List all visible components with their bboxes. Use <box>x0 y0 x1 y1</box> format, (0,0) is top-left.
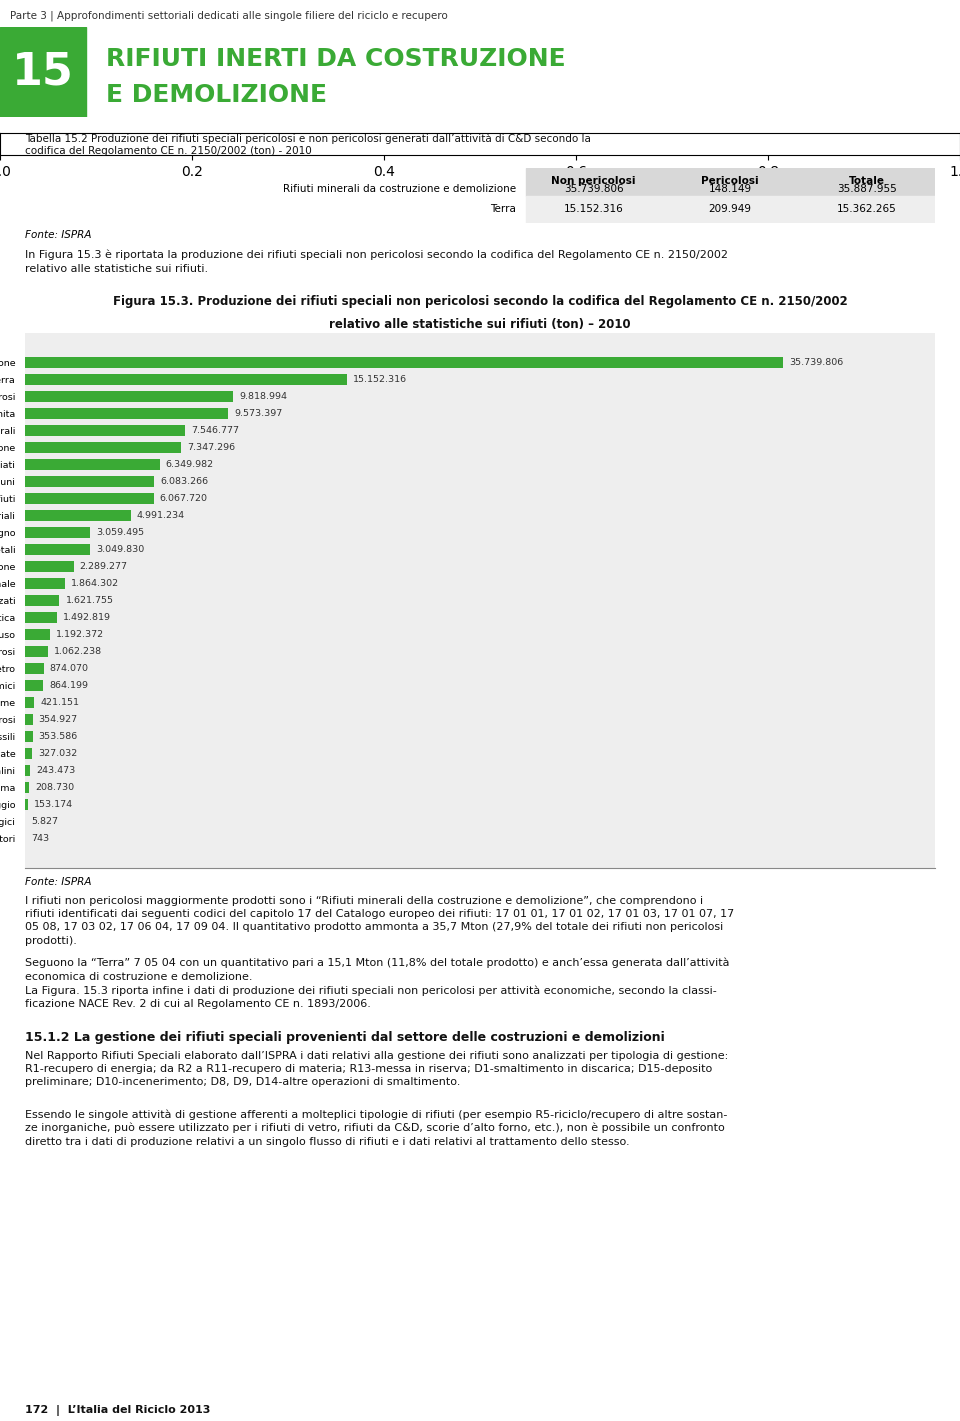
Bar <box>25 408 228 419</box>
Text: E DEMOLIZIONE: E DEMOLIZIONE <box>106 82 326 107</box>
Bar <box>25 696 34 708</box>
Text: 3.059.495: 3.059.495 <box>96 529 144 537</box>
Bar <box>25 647 48 657</box>
Text: 15.152.316: 15.152.316 <box>564 205 624 215</box>
Bar <box>25 527 90 539</box>
Text: 9.573.397: 9.573.397 <box>234 409 282 418</box>
Bar <box>25 357 783 368</box>
Bar <box>25 561 74 573</box>
Text: 209.949: 209.949 <box>708 205 752 215</box>
Text: 1.621.755: 1.621.755 <box>65 595 113 605</box>
Bar <box>525 196 662 223</box>
Bar <box>25 782 30 793</box>
Bar <box>25 544 89 556</box>
Text: 172  |  L’Italia del Riciclo 2013: 172 | L’Italia del Riciclo 2013 <box>25 1404 210 1415</box>
Bar <box>25 425 185 436</box>
Text: Non pericolosi: Non pericolosi <box>551 176 636 186</box>
Text: relativo alle statistiche sui rifiuti (ton) – 2010: relativo alle statistiche sui rifiuti (t… <box>329 318 631 331</box>
Bar <box>25 459 159 470</box>
Text: 35.739.806: 35.739.806 <box>789 358 844 368</box>
Text: Seguono la “Terra” 7 05 04 con un quantitativo pari a 15,1 Mton (11,8% del total: Seguono la “Terra” 7 05 04 con un quanti… <box>25 958 730 1009</box>
Text: Terra: Terra <box>491 205 516 215</box>
Text: Fonte: ISPRA: Fonte: ISPRA <box>25 877 91 887</box>
Text: 3.049.830: 3.049.830 <box>96 546 144 554</box>
Bar <box>25 799 28 810</box>
Text: 4.991.234: 4.991.234 <box>137 512 185 520</box>
Bar <box>799 168 935 196</box>
Text: 2.289.277: 2.289.277 <box>80 563 128 571</box>
Text: 35.739.806: 35.739.806 <box>564 183 624 193</box>
Text: 15.1.2 La gestione dei rifiuti speciali provenienti dal settore delle costruzion: 15.1.2 La gestione dei rifiuti speciali … <box>25 1030 664 1043</box>
Bar <box>0 27 86 117</box>
Text: 35.887.955: 35.887.955 <box>837 183 897 193</box>
Text: I rifiuti non pericolosi maggiormente prodotti sono i “Rifiuti minerali della co: I rifiuti non pericolosi maggiormente pr… <box>25 897 734 945</box>
Text: 1.192.372: 1.192.372 <box>57 630 105 639</box>
Bar <box>25 612 57 622</box>
Bar <box>25 713 33 725</box>
Text: 743: 743 <box>31 834 49 843</box>
Text: 1.864.302: 1.864.302 <box>71 578 119 588</box>
Text: Nel Rapporto Rifiuti Speciali elaborato dall’ISPRA i dati relativi alla gestione: Nel Rapporto Rifiuti Speciali elaborato … <box>25 1052 729 1087</box>
Text: 148.149: 148.149 <box>708 183 752 193</box>
Bar <box>25 662 43 674</box>
Text: 1.492.819: 1.492.819 <box>62 612 110 622</box>
Text: Totale: Totale <box>849 176 885 186</box>
Text: In Figura 15.3 è riportata la produzione dei rifiuti speciali non pericolosi sec: In Figura 15.3 è riportata la produzione… <box>25 250 728 274</box>
Bar <box>25 510 131 522</box>
Bar <box>25 730 33 742</box>
Text: 6.349.982: 6.349.982 <box>166 460 214 469</box>
Text: 5.827: 5.827 <box>31 817 59 826</box>
Text: Parte 3 | Approfondimenti settoriali dedicati alle singole filiere del riciclo e: Parte 3 | Approfondimenti settoriali ded… <box>10 11 447 21</box>
Text: 208.730: 208.730 <box>36 783 75 791</box>
Text: 1.062.238: 1.062.238 <box>54 647 102 657</box>
Text: 7.347.296: 7.347.296 <box>187 443 235 452</box>
Text: 353.586: 353.586 <box>38 732 78 740</box>
Text: 15: 15 <box>12 51 74 94</box>
Bar <box>25 578 64 590</box>
Bar <box>525 168 662 196</box>
Text: 15.152.316: 15.152.316 <box>352 375 407 384</box>
Text: Figura 15.3. Produzione dei rifiuti speciali non pericolosi secondo la codifica : Figura 15.3. Produzione dei rifiuti spec… <box>112 296 848 308</box>
Bar <box>25 764 30 776</box>
Bar <box>25 595 60 605</box>
Bar <box>799 196 935 223</box>
Text: 327.032: 327.032 <box>38 749 77 757</box>
Text: Fonte: ISPRA: Fonte: ISPRA <box>25 230 91 240</box>
Text: 421.151: 421.151 <box>40 698 79 706</box>
Text: Pericolosi: Pericolosi <box>702 176 759 186</box>
Bar <box>25 493 154 504</box>
Text: 864.199: 864.199 <box>49 681 88 689</box>
Text: Rifiuti minerali da costruzione e demolizione: Rifiuti minerali da costruzione e demoli… <box>283 183 516 193</box>
Text: 6.067.720: 6.067.720 <box>159 495 207 503</box>
Text: 354.927: 354.927 <box>38 715 78 723</box>
Text: RIFIUTI INERTI DA COSTRUZIONE: RIFIUTI INERTI DA COSTRUZIONE <box>106 47 565 71</box>
Bar <box>662 168 799 196</box>
Bar <box>25 747 32 759</box>
Text: Essendo le singole attività di gestione afferenti a molteplici tipologie di rifi: Essendo le singole attività di gestione … <box>25 1108 728 1147</box>
Text: 153.174: 153.174 <box>35 800 74 809</box>
Bar <box>25 442 180 453</box>
Bar <box>25 374 347 385</box>
Bar <box>25 630 50 639</box>
Text: 15.362.265: 15.362.265 <box>837 205 897 215</box>
Text: Tabella 15.2 Produzione dei rifiuti speciali pericolosi e non pericolosi generat: Tabella 15.2 Produzione dei rifiuti spec… <box>25 134 590 156</box>
Text: 243.473: 243.473 <box>36 766 76 774</box>
Bar <box>25 476 154 487</box>
Bar <box>25 391 233 402</box>
Bar <box>25 679 43 691</box>
Text: 7.546.777: 7.546.777 <box>191 426 239 435</box>
Text: 874.070: 874.070 <box>50 664 88 674</box>
Text: 9.818.994: 9.818.994 <box>239 392 287 401</box>
Bar <box>662 196 799 223</box>
Text: 6.083.266: 6.083.266 <box>160 477 208 486</box>
